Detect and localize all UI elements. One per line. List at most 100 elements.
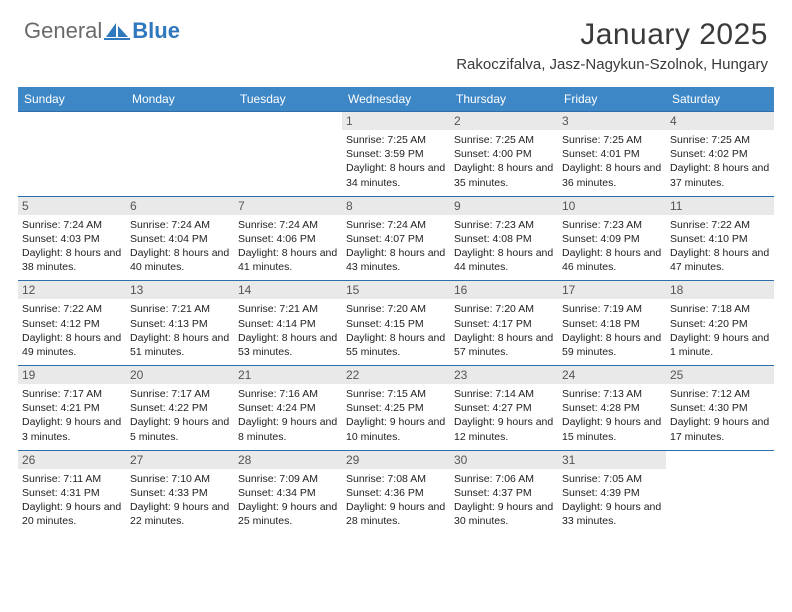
day-number: 28 bbox=[234, 451, 342, 469]
sunrise-text: Sunrise: 7:25 AM bbox=[670, 133, 770, 147]
day-number: 2 bbox=[450, 112, 558, 130]
brand-part1: General bbox=[24, 18, 102, 44]
daylight-text: Daylight: 8 hours and 38 minutes. bbox=[22, 246, 122, 274]
sun-info: Sunrise: 7:20 AMSunset: 4:17 PMDaylight:… bbox=[454, 302, 554, 359]
sunset-text: Sunset: 4:27 PM bbox=[454, 401, 554, 415]
calendar-cell: 16Sunrise: 7:20 AMSunset: 4:17 PMDayligh… bbox=[450, 280, 558, 365]
sun-info: Sunrise: 7:09 AMSunset: 4:34 PMDaylight:… bbox=[238, 472, 338, 529]
sunrise-text: Sunrise: 7:24 AM bbox=[346, 218, 446, 232]
sunrise-text: Sunrise: 7:19 AM bbox=[562, 302, 662, 316]
daylight-text: Daylight: 8 hours and 35 minutes. bbox=[454, 161, 554, 189]
weekday-header: Sunday bbox=[18, 87, 126, 111]
sunrise-text: Sunrise: 7:15 AM bbox=[346, 387, 446, 401]
daylight-text: Daylight: 9 hours and 22 minutes. bbox=[130, 500, 230, 528]
sun-info: Sunrise: 7:24 AMSunset: 4:07 PMDaylight:… bbox=[346, 218, 446, 275]
sunset-text: Sunset: 4:31 PM bbox=[22, 486, 122, 500]
day-number: 9 bbox=[450, 197, 558, 215]
calendar-cell: 30Sunrise: 7:06 AMSunset: 4:37 PMDayligh… bbox=[450, 450, 558, 535]
daylight-text: Daylight: 8 hours and 46 minutes. bbox=[562, 246, 662, 274]
day-number: 17 bbox=[558, 281, 666, 299]
calendar-cell: 10Sunrise: 7:23 AMSunset: 4:09 PMDayligh… bbox=[558, 196, 666, 281]
sunset-text: Sunset: 4:15 PM bbox=[346, 317, 446, 331]
sunrise-text: Sunrise: 7:05 AM bbox=[562, 472, 662, 486]
sunset-text: Sunset: 4:12 PM bbox=[22, 317, 122, 331]
calendar-cell: 25Sunrise: 7:12 AMSunset: 4:30 PMDayligh… bbox=[666, 365, 774, 450]
daylight-text: Daylight: 8 hours and 37 minutes. bbox=[670, 161, 770, 189]
sunrise-text: Sunrise: 7:24 AM bbox=[238, 218, 338, 232]
weekday-header: Thursday bbox=[450, 87, 558, 111]
sunset-text: Sunset: 4:14 PM bbox=[238, 317, 338, 331]
calendar-cell: 4Sunrise: 7:25 AMSunset: 4:02 PMDaylight… bbox=[666, 111, 774, 196]
sun-info: Sunrise: 7:18 AMSunset: 4:20 PMDaylight:… bbox=[670, 302, 770, 359]
sunset-text: Sunset: 4:20 PM bbox=[670, 317, 770, 331]
daylight-text: Daylight: 9 hours and 30 minutes. bbox=[454, 500, 554, 528]
sunset-text: Sunset: 4:33 PM bbox=[130, 486, 230, 500]
sunrise-text: Sunrise: 7:17 AM bbox=[22, 387, 122, 401]
sun-info: Sunrise: 7:11 AMSunset: 4:31 PMDaylight:… bbox=[22, 472, 122, 529]
sun-info: Sunrise: 7:21 AMSunset: 4:14 PMDaylight:… bbox=[238, 302, 338, 359]
sun-info: Sunrise: 7:13 AMSunset: 4:28 PMDaylight:… bbox=[562, 387, 662, 444]
calendar-cell: 1Sunrise: 7:25 AMSunset: 3:59 PMDaylight… bbox=[342, 111, 450, 196]
sunset-text: Sunset: 4:24 PM bbox=[238, 401, 338, 415]
sunset-text: Sunset: 4:28 PM bbox=[562, 401, 662, 415]
sunset-text: Sunset: 4:04 PM bbox=[130, 232, 230, 246]
sunrise-text: Sunrise: 7:08 AM bbox=[346, 472, 446, 486]
calendar-cell: 6 Sunrise: 7:24 AMSunset: 4:04 PMDaylight… bbox=[126, 196, 234, 281]
location-text: Rakoczifalva, Jasz-Nagykun-Szolnok, Hung… bbox=[456, 56, 768, 73]
daylight-text: Daylight: 9 hours and 25 minutes. bbox=[238, 500, 338, 528]
calendar-grid: SundayMondayTuesdayWednesdayThursdayFrid… bbox=[18, 87, 774, 534]
sunrise-text: Sunrise: 7:22 AM bbox=[22, 302, 122, 316]
sunrise-text: Sunrise: 7:14 AM bbox=[454, 387, 554, 401]
day-number: 30 bbox=[450, 451, 558, 469]
daylight-text: Daylight: 8 hours and 55 minutes. bbox=[346, 331, 446, 359]
calendar-cell: 21Sunrise: 7:16 AMSunset: 4:24 PMDayligh… bbox=[234, 365, 342, 450]
sunrise-text: Sunrise: 7:21 AM bbox=[238, 302, 338, 316]
day-number: 31 bbox=[558, 451, 666, 469]
day-number: 6 bbox=[126, 197, 234, 215]
month-title: January 2025 bbox=[456, 18, 768, 52]
daylight-text: Daylight: 8 hours and 53 minutes. bbox=[238, 331, 338, 359]
header: General Blue January 2025 Rakoczifalva, … bbox=[0, 0, 792, 79]
sunrise-text: Sunrise: 7:25 AM bbox=[346, 133, 446, 147]
daylight-text: Daylight: 9 hours and 20 minutes. bbox=[22, 500, 122, 528]
sunset-text: Sunset: 4:37 PM bbox=[454, 486, 554, 500]
daylight-text: Daylight: 8 hours and 59 minutes. bbox=[562, 331, 662, 359]
brand-logo: General Blue bbox=[24, 18, 180, 44]
calendar-cell: 24Sunrise: 7:13 AMSunset: 4:28 PMDayligh… bbox=[558, 365, 666, 450]
sunset-text: Sunset: 4:36 PM bbox=[346, 486, 446, 500]
daylight-text: Daylight: 9 hours and 8 minutes. bbox=[238, 415, 338, 443]
day-number: 5 bbox=[18, 197, 126, 215]
daylight-text: Daylight: 9 hours and 10 minutes. bbox=[346, 415, 446, 443]
sunset-text: Sunset: 4:03 PM bbox=[22, 232, 122, 246]
calendar-cell: 27Sunrise: 7:10 AMSunset: 4:33 PMDayligh… bbox=[126, 450, 234, 535]
day-number: 19 bbox=[18, 366, 126, 384]
day-number: 14 bbox=[234, 281, 342, 299]
daylight-text: Daylight: 8 hours and 34 minutes. bbox=[346, 161, 446, 189]
day-number: 26 bbox=[18, 451, 126, 469]
day-number: 8 bbox=[342, 197, 450, 215]
daylight-text: Daylight: 8 hours and 40 minutes. bbox=[130, 246, 230, 274]
sun-info: Sunrise: 7:19 AMSunset: 4:18 PMDaylight:… bbox=[562, 302, 662, 359]
sunrise-text: Sunrise: 7:24 AM bbox=[130, 218, 230, 232]
sunrise-text: Sunrise: 7:25 AM bbox=[562, 133, 662, 147]
sunset-text: Sunset: 4:22 PM bbox=[130, 401, 230, 415]
sun-info: Sunrise: 7:14 AMSunset: 4:27 PMDaylight:… bbox=[454, 387, 554, 444]
calendar-cell: 9Sunrise: 7:23 AMSunset: 4:08 PMDaylight… bbox=[450, 196, 558, 281]
sun-info: Sunrise: 7:12 AMSunset: 4:30 PMDaylight:… bbox=[670, 387, 770, 444]
weekday-header: Saturday bbox=[666, 87, 774, 111]
day-number: 11 bbox=[666, 197, 774, 215]
calendar-cell bbox=[126, 111, 234, 196]
sun-info: Sunrise: 7:05 AMSunset: 4:39 PMDaylight:… bbox=[562, 472, 662, 529]
brand-part2: Blue bbox=[132, 18, 180, 44]
calendar-cell bbox=[666, 450, 774, 535]
day-number: 18 bbox=[666, 281, 774, 299]
daylight-text: Daylight: 9 hours and 12 minutes. bbox=[454, 415, 554, 443]
calendar-cell: 17 Sunrise: 7:19 AMSunset: 4:18 PMDayligh… bbox=[558, 280, 666, 365]
sunset-text: Sunset: 4:09 PM bbox=[562, 232, 662, 246]
sunset-text: Sunset: 4:02 PM bbox=[670, 147, 770, 161]
calendar-cell: 19Sunrise: 7:17 AMSunset: 4:21 PMDayligh… bbox=[18, 365, 126, 450]
calendar-cell bbox=[18, 111, 126, 196]
day-number: 29 bbox=[342, 451, 450, 469]
weekday-header: Tuesday bbox=[234, 87, 342, 111]
sunrise-text: Sunrise: 7:23 AM bbox=[562, 218, 662, 232]
